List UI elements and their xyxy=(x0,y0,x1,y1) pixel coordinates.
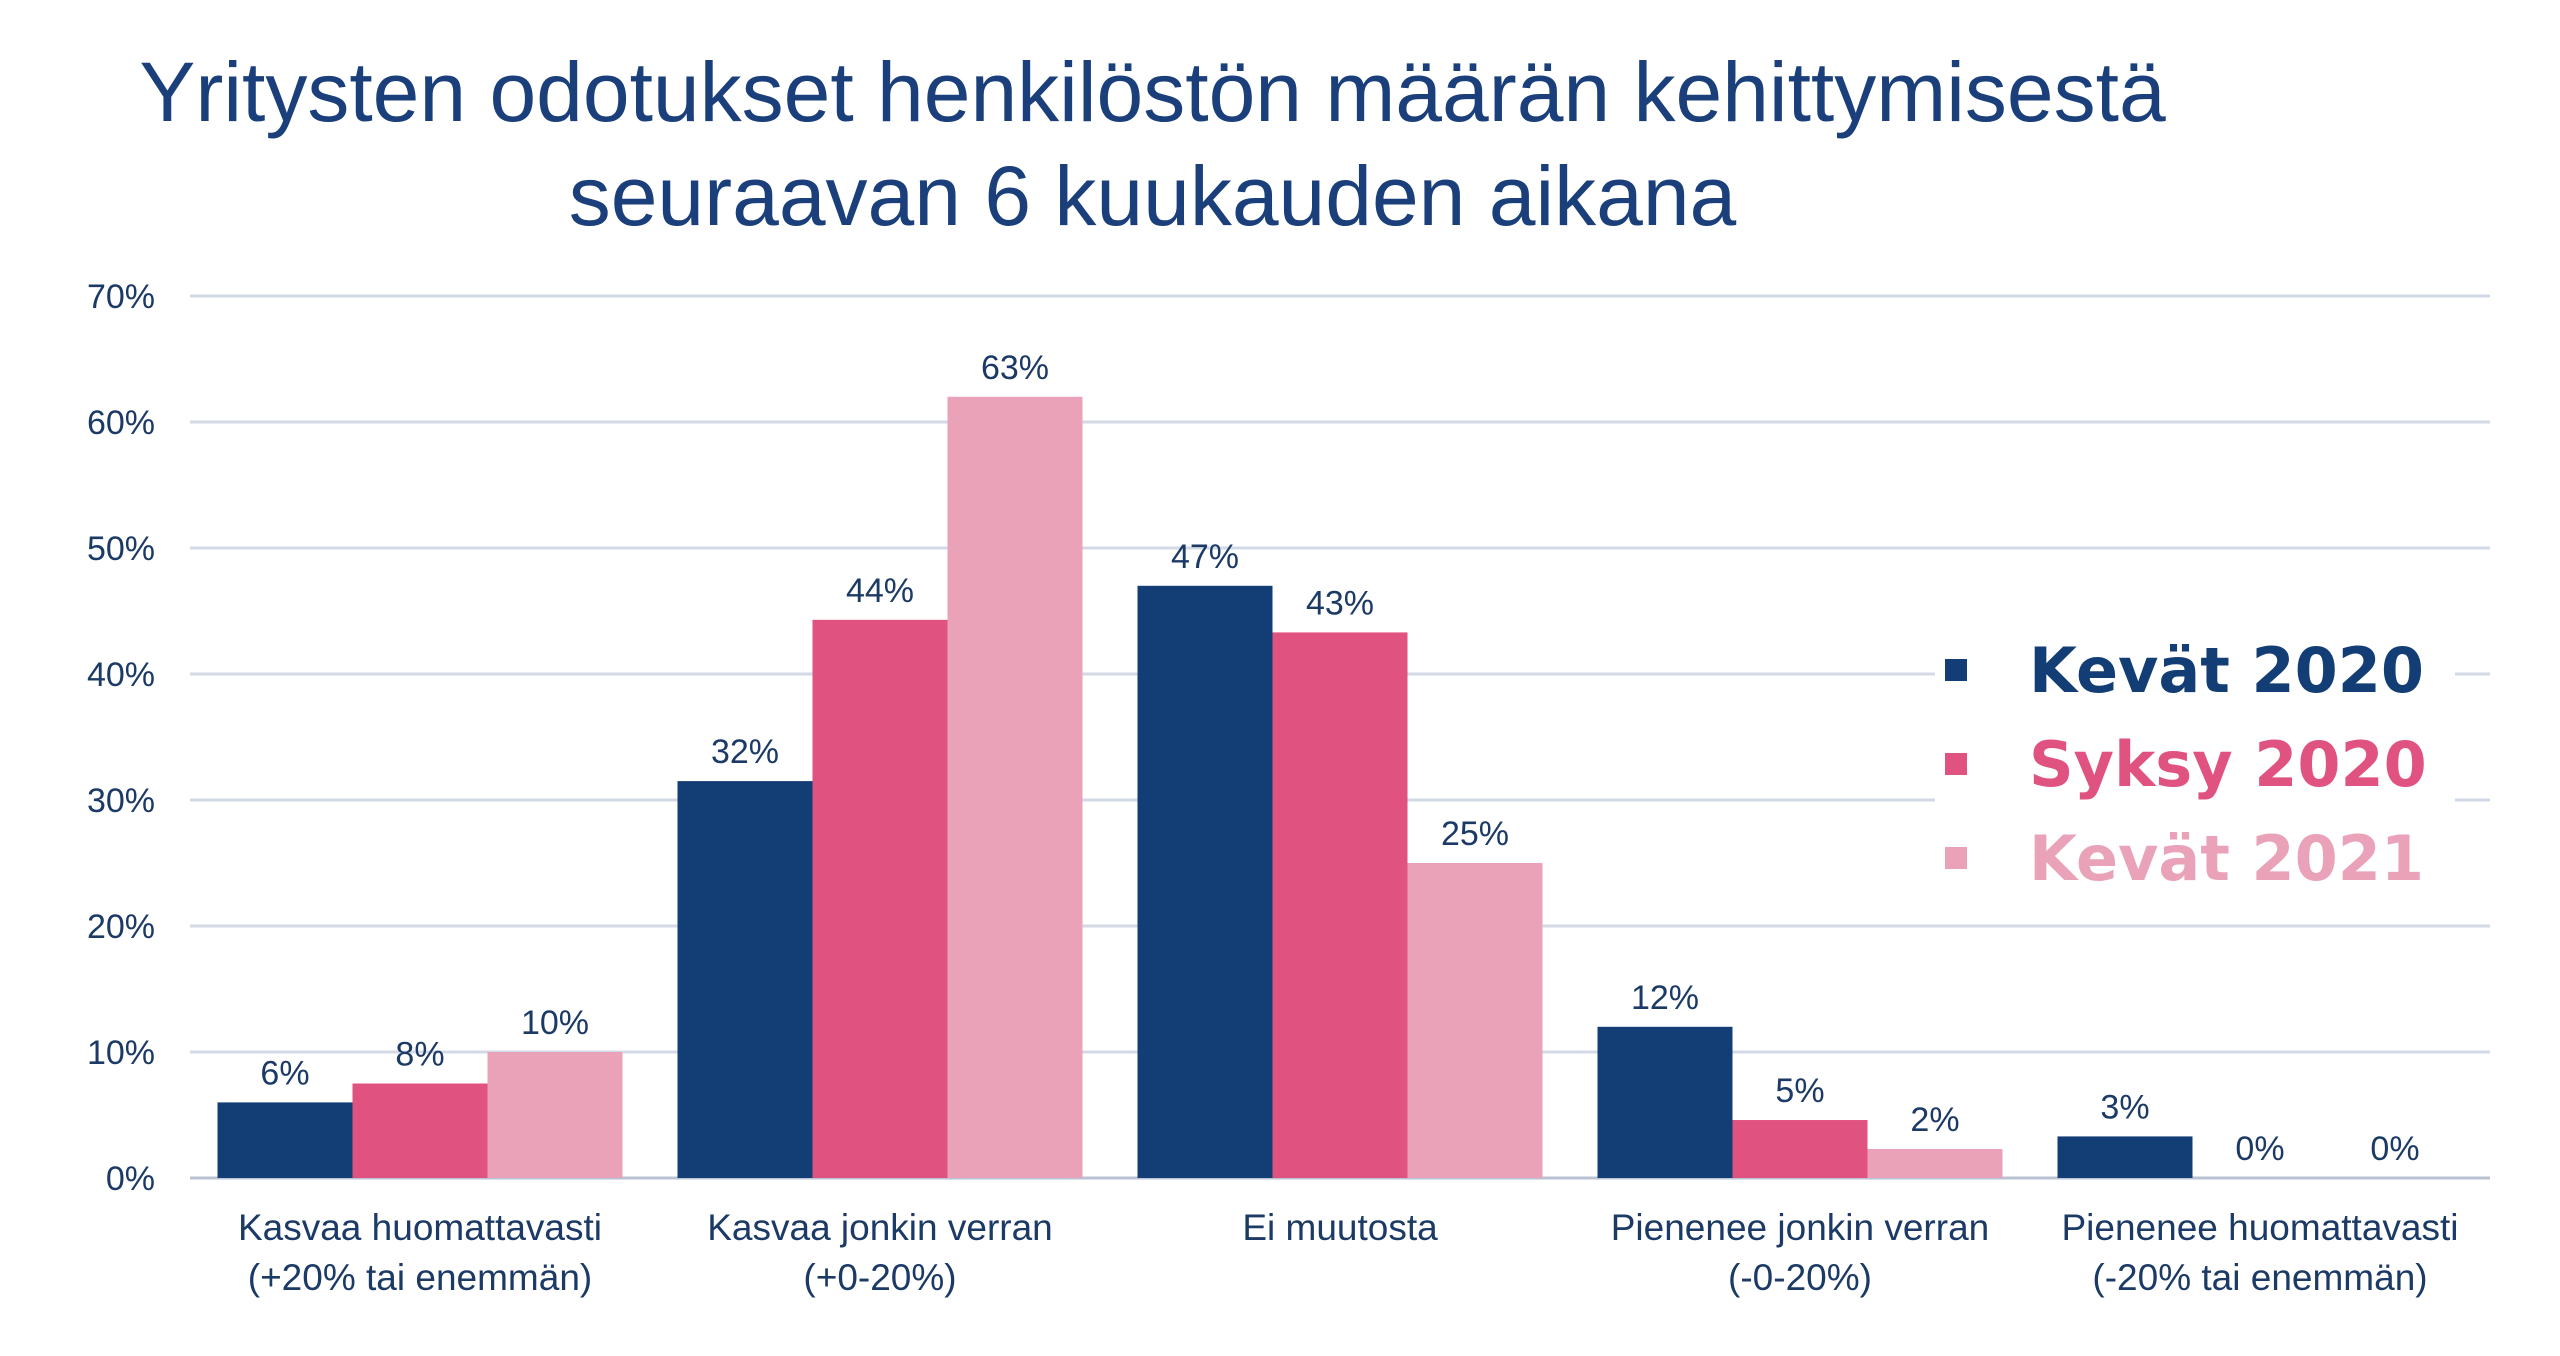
y-tick-label: 70% xyxy=(87,278,155,316)
legend-swatch xyxy=(1945,847,1967,869)
x-category-label: Ei muutosta xyxy=(1242,1207,1438,1248)
data-label: 8% xyxy=(395,1036,444,1074)
bar xyxy=(947,396,1083,1178)
bar xyxy=(487,1052,623,1178)
data-label: 6% xyxy=(260,1054,309,1092)
legend-item-syksy-2020: Syksy 2020 xyxy=(1945,717,2445,811)
bar xyxy=(812,619,948,1178)
legend-label: Syksy 2020 xyxy=(2029,727,2427,801)
y-tick-label: 30% xyxy=(87,782,155,820)
y-tick-label: 10% xyxy=(87,1034,155,1072)
bar xyxy=(1732,1120,1868,1178)
bar xyxy=(1272,632,1408,1178)
category-labels: Kasvaa huomattavasti (+20% tai enemmän) Ka… xyxy=(238,1207,2459,1298)
y-tick-label: 50% xyxy=(87,530,155,568)
x-category-label: Kasvaa huomattavasti xyxy=(238,1207,602,1248)
bar xyxy=(352,1083,488,1178)
legend-swatch xyxy=(1945,753,1967,775)
bar xyxy=(1597,1026,1733,1178)
data-label: 3% xyxy=(2100,1088,2149,1126)
legend-label: Kevät 2021 xyxy=(2029,821,2425,895)
data-label: 63% xyxy=(981,349,1049,387)
bars xyxy=(217,396,2193,1178)
data-label: 25% xyxy=(1441,815,1509,853)
x-category-label: (+20% tai enemmän) xyxy=(248,1257,592,1298)
data-label: 0% xyxy=(2235,1130,2284,1168)
chart-title-line-2: seuraavan 6 kuukauden aikana xyxy=(568,149,1737,243)
y-axis-ticks: 0% 10% 20% 30% 40% 50% 60% 70% xyxy=(87,278,155,1198)
x-category-label: Pienenee huomattavasti xyxy=(2062,1207,2459,1248)
data-label: 10% xyxy=(521,1004,589,1042)
y-tick-label: 40% xyxy=(87,656,155,694)
chart-title-line-1: Yritysten odotukset henkilöstön määrän k… xyxy=(139,45,2166,139)
data-label: 2% xyxy=(1910,1101,1959,1139)
data-label: 32% xyxy=(711,733,779,771)
legend-swatch xyxy=(1945,659,1967,681)
bar xyxy=(1407,863,1543,1178)
bar xyxy=(1137,585,1273,1178)
legend-item-kevat-2021: Kevät 2021 xyxy=(1945,811,2445,905)
data-label: 0% xyxy=(2370,1130,2419,1168)
bar xyxy=(1867,1149,2003,1178)
bar xyxy=(217,1102,353,1178)
y-tick-label: 0% xyxy=(106,1160,155,1198)
x-category-label: Pienenee jonkin verran xyxy=(1611,1207,1989,1248)
y-tick-label: 20% xyxy=(87,908,155,946)
legend-item-kevat-2020: Kevät 2020 xyxy=(1945,623,2445,717)
legend: Kevät 2020 Syksy 2020 Kevät 2021 xyxy=(1935,615,2455,913)
x-category-label: (-20% tai enemmän) xyxy=(2092,1257,2427,1298)
data-label: 5% xyxy=(1775,1072,1824,1110)
bar xyxy=(2057,1136,2193,1178)
legend-label: Kevät 2020 xyxy=(2029,633,2425,707)
x-category-label: (-0-20%) xyxy=(1728,1257,1872,1298)
x-category-label: Kasvaa jonkin verran xyxy=(707,1207,1053,1248)
y-tick-label: 60% xyxy=(87,404,155,442)
bar xyxy=(677,781,813,1178)
data-label: 43% xyxy=(1306,584,1374,622)
data-label: 44% xyxy=(846,572,914,610)
data-label: 12% xyxy=(1631,979,1699,1017)
x-category-label: (+0-20%) xyxy=(803,1257,956,1298)
data-label: 47% xyxy=(1171,538,1239,576)
chart-title: Yritysten odotukset henkilöstön määrän k… xyxy=(0,40,2305,248)
data-labels: 6% 8% 10% 32% 44% 63% 47% 43% 25% 12% 5% 2% 3% 0% 0% xyxy=(260,349,2419,1168)
